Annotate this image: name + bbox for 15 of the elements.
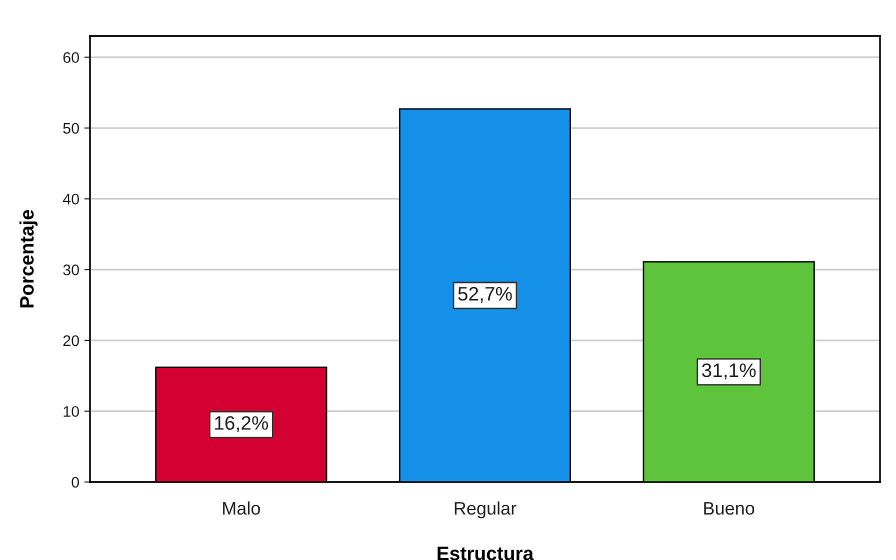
- y-tick-label: 30: [63, 264, 79, 276]
- x-tick-label: Regular: [454, 501, 516, 518]
- data-label: 16,2%: [215, 416, 268, 432]
- data-label: 52,7%: [458, 286, 512, 303]
- y-tick-label: 40: [62, 194, 79, 205]
- y-tick-label: 10: [64, 406, 79, 417]
- y-tick-label: 60: [63, 52, 79, 63]
- x-tick-label: Malo: [223, 501, 260, 515]
- y-tick-label: 0: [72, 476, 79, 488]
- y-tick-label: 50: [63, 122, 79, 134]
- data-label: 31,1%: [702, 363, 756, 380]
- y-axis-title: Porcentaje: [19, 210, 38, 308]
- x-tick-label: Bueno: [704, 502, 754, 515]
- y-tick-label: 20: [63, 335, 79, 346]
- x-axis-title: Estructura: [438, 546, 534, 560]
